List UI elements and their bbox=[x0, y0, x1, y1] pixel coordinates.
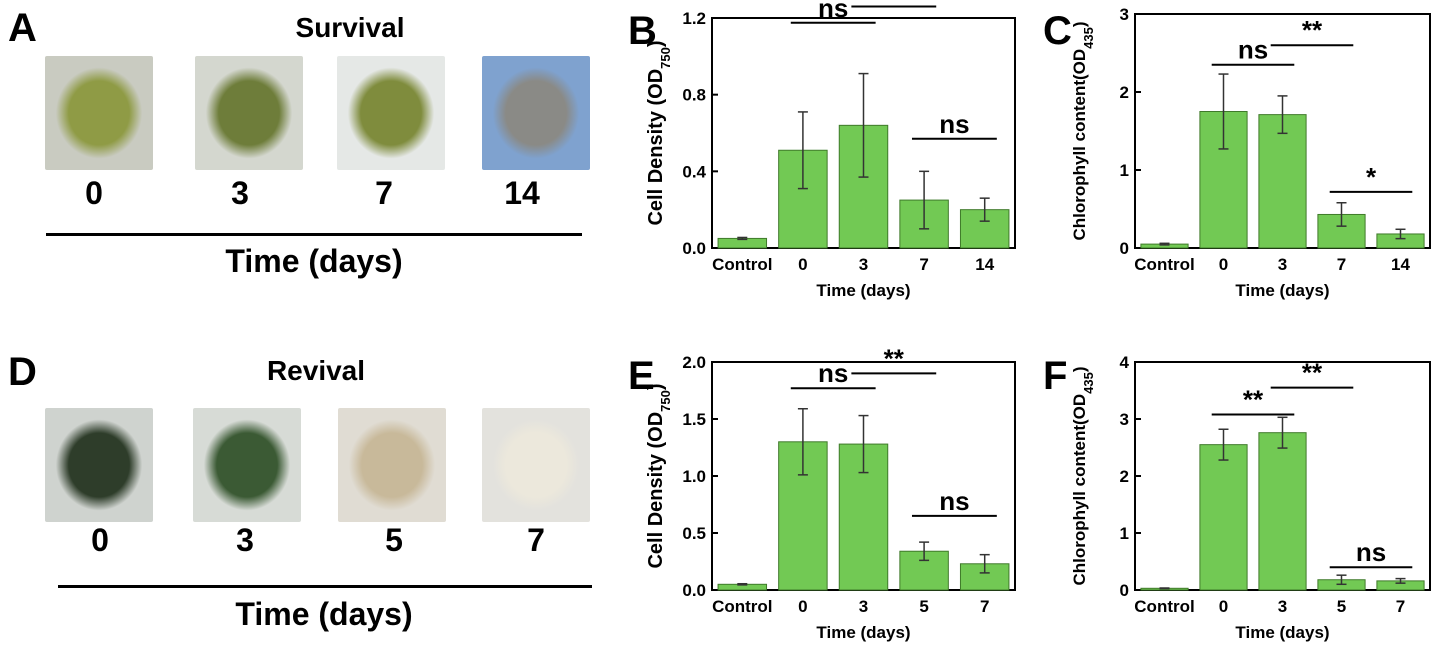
x-tick-label: 3 bbox=[1278, 597, 1287, 616]
x-tick-label: 5 bbox=[1337, 597, 1346, 616]
survival-day-label: 14 bbox=[504, 175, 540, 211]
x-tick-label: 14 bbox=[975, 255, 994, 274]
x-tick-label: 5 bbox=[919, 597, 928, 616]
significance-label: * bbox=[1366, 162, 1377, 192]
y-tick-label: 3 bbox=[1120, 410, 1129, 429]
significance-label: ** bbox=[884, 343, 905, 373]
significance-label: ns bbox=[818, 358, 848, 388]
panel-letter-c: C bbox=[1043, 9, 1072, 53]
y-axis-label: Cell Density (OD750) bbox=[645, 40, 673, 225]
x-axis-label: Time (days) bbox=[816, 623, 910, 642]
y-tick-label: 4 bbox=[1120, 353, 1130, 372]
panel-letter-b: B bbox=[628, 9, 657, 53]
x-tick-label: 7 bbox=[1337, 255, 1346, 274]
y-axis-label: Chlorophyll content(OD435) bbox=[1070, 366, 1096, 585]
significance-label: ns bbox=[939, 109, 969, 139]
survival-photo-0 bbox=[45, 56, 153, 170]
y-axis-label: Chlorophyll content(OD435) bbox=[1070, 21, 1096, 240]
survival-day-label: 3 bbox=[231, 175, 249, 211]
chart-b-cell-density-survival: B 0.0 0.4 0.8 1.2 Control 0 3 7 14 Time (days) Cell… bbox=[628, 0, 1016, 300]
y-tick-label: 3 bbox=[1120, 5, 1129, 24]
x-tick-label: 3 bbox=[859, 597, 868, 616]
x-tick-label: Control bbox=[712, 255, 772, 274]
revival-day-label: 3 bbox=[236, 522, 254, 558]
x-tick-label: 0 bbox=[798, 597, 807, 616]
y-tick-label: 0 bbox=[1120, 239, 1129, 258]
x-tick-label: Control bbox=[712, 597, 772, 616]
x-axis-label: Time (days) bbox=[1235, 281, 1329, 300]
panel-letter-f: F bbox=[1043, 354, 1067, 398]
chart-f-chlorophyll-revival: F 0 1 2 3 4 Control 0 3 5 7 Time (days) Chlorophyll … bbox=[1043, 353, 1431, 642]
x-tick-label: 14 bbox=[1391, 255, 1410, 274]
revival-day-label: 5 bbox=[385, 522, 403, 558]
x-tick-label: 7 bbox=[1396, 597, 1405, 616]
x-axis-label: Time (days) bbox=[1235, 623, 1329, 642]
x-tick-label: Control bbox=[1134, 597, 1194, 616]
y-tick-label: 1.5 bbox=[682, 410, 706, 429]
x-axis-label: Time (days) bbox=[816, 281, 910, 300]
y-tick-label: 0.5 bbox=[682, 524, 706, 543]
y-tick-label: 0.4 bbox=[682, 162, 706, 181]
y-tick-label: 1.0 bbox=[682, 467, 706, 486]
survival-photo-14 bbox=[482, 56, 590, 170]
chart-e-cell-density-revival: E 0.0 0.5 1.0 1.5 2.0 Control 0 3 5 7 Time (days) Ce… bbox=[628, 343, 1016, 642]
survival-day-label: 0 bbox=[85, 175, 103, 211]
survival-day-label: 7 bbox=[375, 175, 393, 211]
y-tick-label: 2 bbox=[1120, 83, 1129, 102]
revival-photo-3 bbox=[193, 408, 301, 522]
revival-photo-5 bbox=[338, 408, 446, 522]
significance-label: ns bbox=[818, 0, 848, 23]
y-axis-label: Cell Density (OD750) bbox=[645, 383, 673, 568]
y-tick-label: 1 bbox=[1120, 524, 1129, 543]
significance-label: ** bbox=[1302, 15, 1323, 45]
significance-label: ** bbox=[1243, 384, 1264, 414]
x-tick-label: 7 bbox=[919, 255, 928, 274]
panel-title-survival: Survival bbox=[295, 12, 405, 43]
survival-photo-7 bbox=[337, 56, 445, 170]
chart-c-chlorophyll-survival: C 0 1 2 3 Control 0 3 7 14 Time (days) Chlorophyll … bbox=[1043, 5, 1431, 300]
revival-time-axis-label: Time (days) bbox=[235, 596, 413, 632]
significance-label: ** bbox=[884, 0, 905, 7]
y-tick-label: 1 bbox=[1120, 161, 1129, 180]
panel-letter-a: A bbox=[8, 6, 37, 50]
y-tick-label: 0.8 bbox=[682, 86, 706, 105]
x-tick-label: 3 bbox=[1278, 255, 1287, 274]
panel-letter-e: E bbox=[628, 354, 655, 398]
x-tick-label: Control bbox=[1134, 255, 1194, 274]
revival-day-label: 0 bbox=[91, 522, 109, 558]
revival-timeline-rule bbox=[58, 585, 592, 588]
bar bbox=[1258, 114, 1307, 249]
y-tick-label: 2.0 bbox=[682, 353, 706, 372]
panel-title-revival: Revival bbox=[266, 355, 366, 386]
revival-photo-7 bbox=[482, 408, 590, 522]
survival-photo-3 bbox=[195, 56, 303, 170]
x-tick-label: 3 bbox=[859, 255, 868, 274]
significance-label: ** bbox=[1302, 358, 1323, 388]
y-tick-label: 2 bbox=[1120, 467, 1129, 486]
y-tick-label: 0.0 bbox=[682, 239, 706, 258]
bar bbox=[1258, 432, 1307, 591]
y-tick-label: 1.2 bbox=[682, 9, 706, 28]
survival-time-axis-label: Time (days) bbox=[225, 243, 403, 279]
y-tick-label: 0 bbox=[1120, 581, 1129, 600]
panel-letter-d: D bbox=[8, 350, 37, 394]
x-tick-label: 0 bbox=[1219, 255, 1228, 274]
significance-label: ns bbox=[1356, 537, 1386, 567]
x-tick-label: 0 bbox=[798, 255, 807, 274]
revival-day-label: 7 bbox=[527, 522, 545, 558]
bar bbox=[1199, 444, 1248, 591]
x-tick-label: 7 bbox=[980, 597, 989, 616]
significance-label: ns bbox=[939, 486, 969, 516]
significance-label: ns bbox=[1238, 35, 1268, 65]
x-tick-label: 0 bbox=[1219, 597, 1228, 616]
y-tick-label: 0.0 bbox=[682, 581, 706, 600]
revival-photo-0 bbox=[45, 408, 153, 522]
survival-timeline-rule bbox=[46, 233, 582, 236]
